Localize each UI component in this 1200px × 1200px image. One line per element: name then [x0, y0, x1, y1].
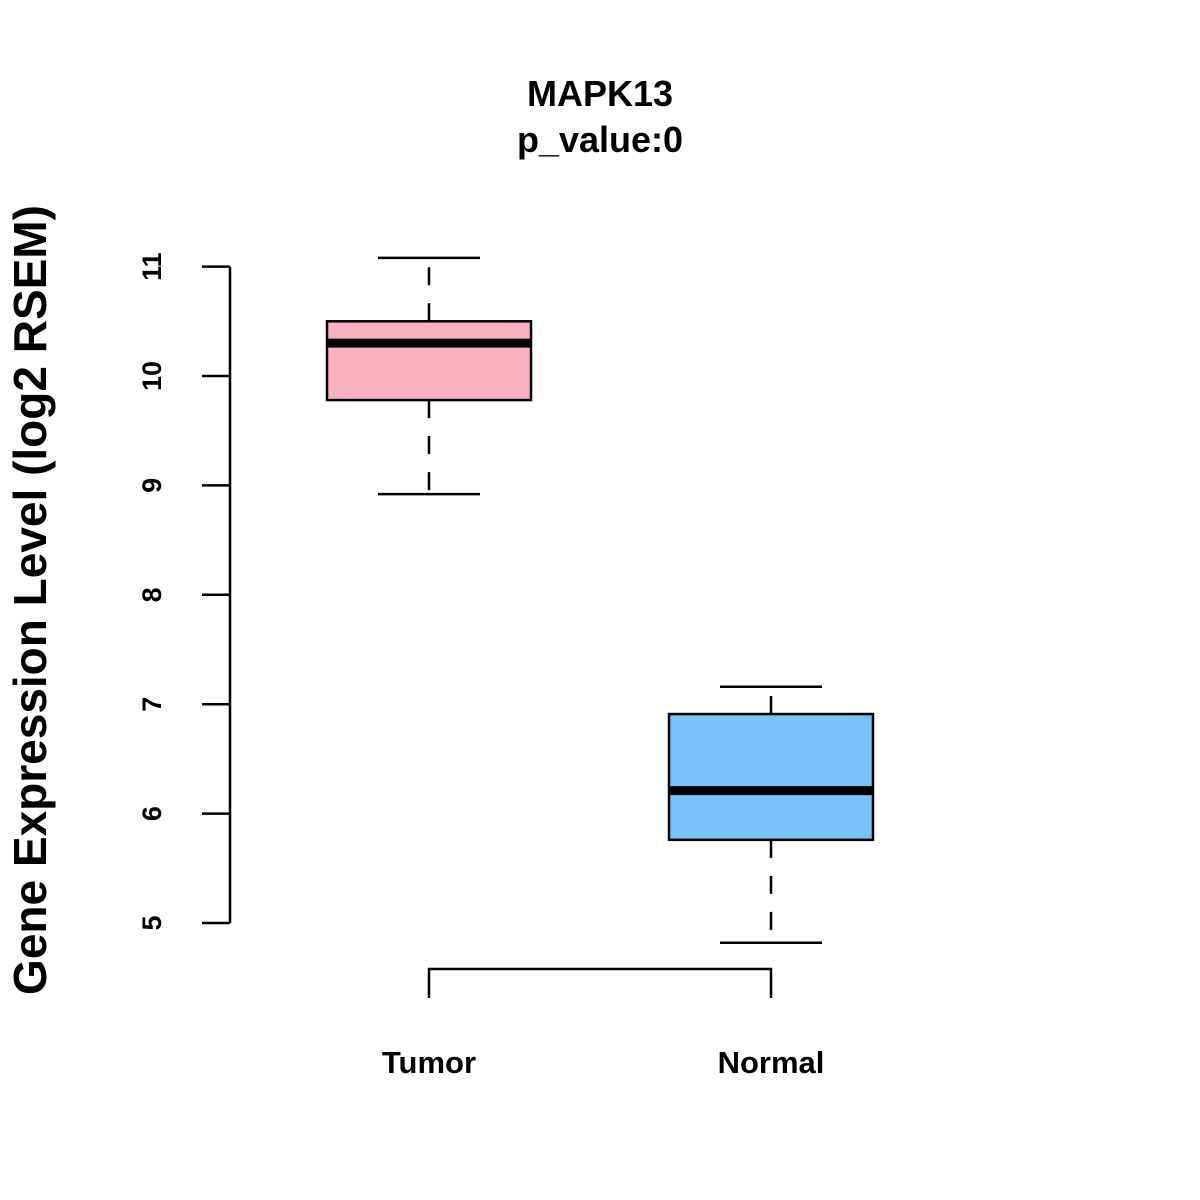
iqr-box: [325, 320, 533, 402]
chart-subtitle: p_value:0: [517, 119, 683, 160]
iqr-box: [667, 712, 875, 842]
category-label-tumor: Tumor: [382, 1045, 476, 1080]
y-tick-label: 10: [137, 361, 167, 391]
box-tumor: [325, 256, 533, 496]
y-tick-label: 5: [137, 915, 167, 930]
y-axis-label: Gene Expression Level (log2 RSEM): [4, 205, 56, 995]
y-axis: 5 6 7 8 9 10 11: [137, 252, 232, 931]
y-tick-label: 6: [137, 806, 167, 821]
box-group: [325, 256, 875, 944]
y-tick-label: 11: [137, 252, 167, 281]
y-tick-label: 9: [137, 478, 167, 493]
x-axis-labels: Tumor Normal: [382, 1045, 824, 1080]
y-tick-label: 7: [137, 697, 167, 712]
comparison-bracket: [427, 967, 773, 998]
bracket-path: [427, 967, 773, 998]
category-label-normal: Normal: [718, 1045, 825, 1080]
y-tick-label: 8: [137, 587, 167, 602]
chart-title: MAPK13: [527, 73, 673, 114]
box-normal: [667, 685, 875, 944]
